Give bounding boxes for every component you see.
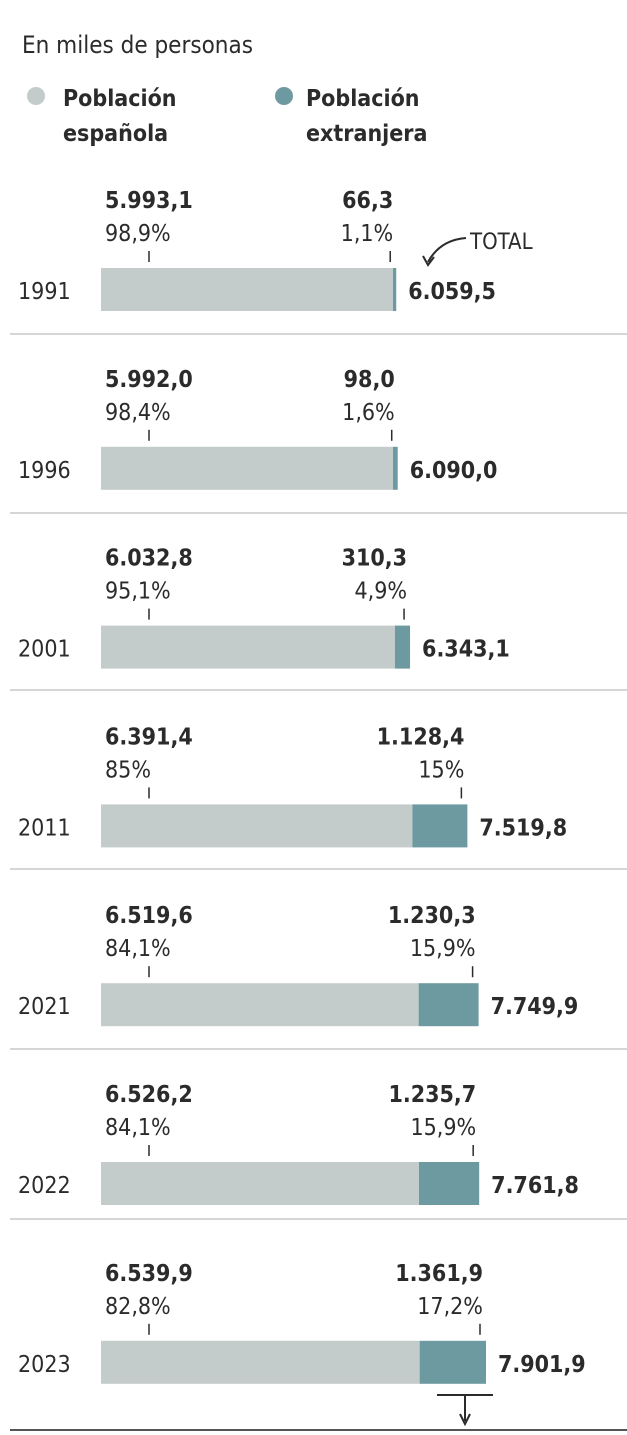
year-label: 2021 xyxy=(18,994,71,1020)
foreign-value-label: 1.235,7 xyxy=(388,1082,476,1108)
legend-swatch-foreign xyxy=(275,87,293,105)
foreign-value-label: 1.128,4 xyxy=(377,724,465,750)
spanish-percent-label: 98,9% xyxy=(105,221,171,247)
bar-foreign xyxy=(412,804,468,848)
bar-spanish xyxy=(101,1162,419,1205)
spanish-percent-label: 84,1% xyxy=(105,1115,171,1141)
total-value-label: 7.519,8 xyxy=(479,815,567,841)
bar-spanish xyxy=(101,983,419,1027)
bar-spanish xyxy=(101,804,413,848)
legend-label-foreign: Población extranjera xyxy=(306,86,427,147)
bar-foreign xyxy=(419,1340,486,1384)
spanish-value-label: 6.391,4 xyxy=(105,724,193,750)
year-label: 1996 xyxy=(18,458,71,484)
total-annotation-label: TOTAL xyxy=(469,230,533,255)
spanish-percent-label: 82,8% xyxy=(105,1294,171,1320)
spanish-percent-label: 84,1% xyxy=(105,936,171,962)
total-pointer-arrow xyxy=(427,237,467,263)
spanish-value-label: 6.519,6 xyxy=(105,903,193,929)
spanish-value-label: 5.992,0 xyxy=(105,367,193,393)
total-value-label: 6.059,5 xyxy=(408,279,496,305)
chart-subtitle: En miles de personas xyxy=(22,31,253,59)
foreign-percent-label: 17,2% xyxy=(417,1294,483,1320)
total-value-label: 6.090,0 xyxy=(410,458,498,484)
year-label: 2001 xyxy=(18,637,71,663)
foreign-percent-label: 4,9% xyxy=(354,579,407,605)
bar-foreign xyxy=(418,983,479,1027)
foreign-value-label: 1.361,9 xyxy=(395,1261,483,1287)
bar-foreign xyxy=(392,446,398,490)
total-value-label: 7.901,9 xyxy=(498,1352,586,1378)
spanish-value-label: 6.526,2 xyxy=(105,1082,193,1108)
spanish-percent-label: 85% xyxy=(105,757,151,783)
total-value-label: 7.749,9 xyxy=(491,994,579,1020)
year-label: 2011 xyxy=(18,815,71,841)
foreign-percent-label: 15% xyxy=(418,757,464,783)
foreign-value-label: 66,3 xyxy=(342,188,393,214)
spanish-percent-label: 95,1% xyxy=(105,579,171,605)
chart-rows: 5.993,1 98,9% 66,3 1,1% 1991 6.059,5 5.992,0 98… xyxy=(10,188,627,1396)
foreign-percent-label: 15,9% xyxy=(410,1115,476,1141)
bar-spanish xyxy=(101,625,395,669)
bar-spanish xyxy=(101,1340,420,1384)
foreign-value-label: 1.230,3 xyxy=(388,903,476,929)
foreign-value-label: 98,0 xyxy=(344,367,395,393)
year-label: 2022 xyxy=(18,1173,71,1199)
foreign-percent-label: 1,6% xyxy=(342,400,395,426)
foreign-value-label: 310,3 xyxy=(342,546,407,572)
bar-spanish xyxy=(101,446,393,490)
top-cropped-strip xyxy=(0,0,627,16)
bar-foreign xyxy=(394,625,411,669)
foreign-percent-label: 15,9% xyxy=(410,936,476,962)
legend-swatch-spanish xyxy=(27,87,45,105)
bar-spanish xyxy=(101,268,393,311)
bar-foreign xyxy=(418,1162,480,1205)
spanish-value-label: 5.993,1 xyxy=(105,188,193,214)
total-value-label: 7.761,8 xyxy=(491,1173,579,1199)
bar-foreign xyxy=(392,268,397,311)
spanish-value-label: 6.032,8 xyxy=(105,546,193,572)
legend-label-spanish: Población española xyxy=(63,86,184,147)
year-label: 1991 xyxy=(18,279,71,305)
trend-arrow-head xyxy=(459,1413,471,1427)
year-label: 2023 xyxy=(18,1352,71,1378)
foreign-percent-label: 1,1% xyxy=(341,221,394,247)
total-pointer-arrowhead xyxy=(422,255,435,267)
spanish-value-label: 6.539,9 xyxy=(105,1261,193,1287)
total-value-label: 6.343,1 xyxy=(422,637,510,663)
spanish-percent-label: 98,4% xyxy=(105,400,171,426)
